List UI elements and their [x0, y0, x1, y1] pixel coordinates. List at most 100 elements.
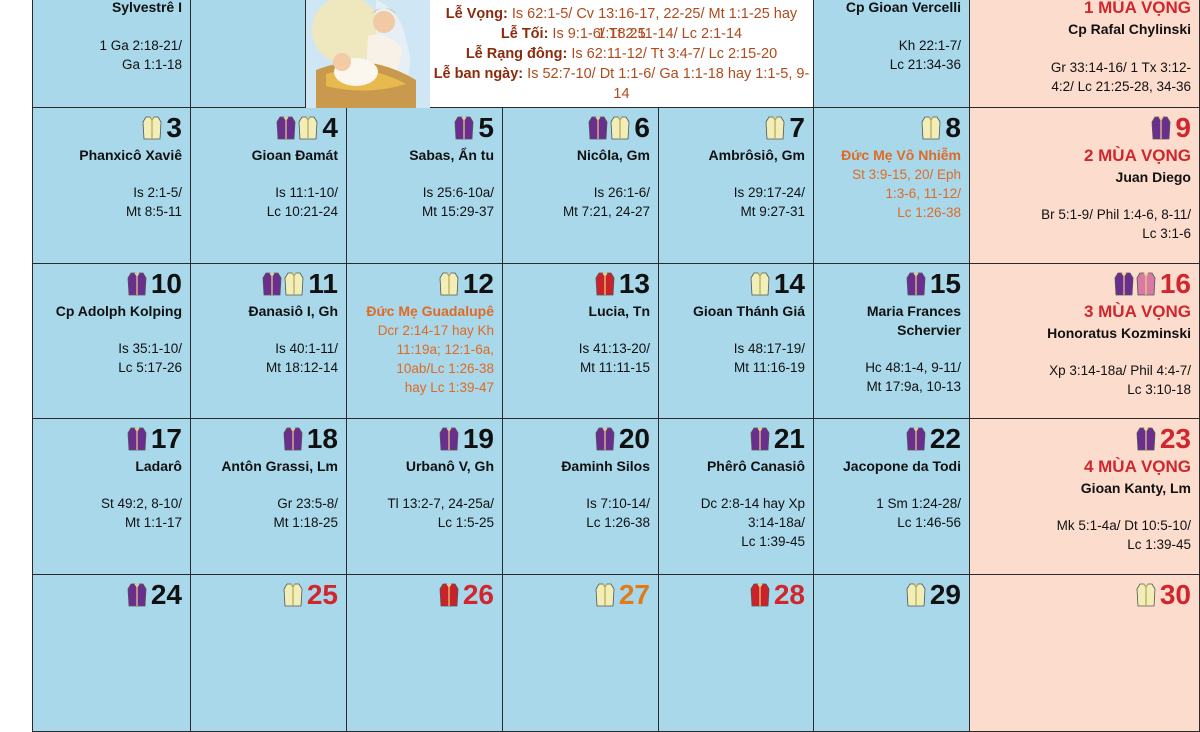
day-cell-30[interactable]: 30: [970, 575, 1200, 732]
saint-title: Cp Rafal Chylinski: [1068, 21, 1191, 37]
white-vestment-icon: [750, 272, 770, 296]
day-cell-12[interactable]: 12 Đức Mẹ Guadalupê Dcr 2:14-17 hay Kh 11:1…: [347, 264, 503, 419]
day-cell-14[interactable]: 14 Gioan Thánh Giá Is 48:17-19/Mt 11:16-19: [659, 264, 814, 419]
reading-line: St 49:2, 8-10/: [100, 496, 182, 511]
saint-title: Đanasiô I, Gh: [248, 303, 338, 319]
day-cell-27[interactable]: 27: [503, 575, 659, 732]
day-cell-17[interactable]: 17 Ladarô St 49:2, 8-10/Mt 1:1-17: [32, 419, 191, 575]
saint-title: Gioan Kanty, Lm: [1080, 480, 1191, 496]
day-cell-3[interactable]: 3 Phanxicô Xaviê Is 2:1-5/Mt 8:5-11: [32, 108, 191, 264]
reading-line: Mk 5:1-4a/ Dt 10:5-10/: [1056, 518, 1191, 533]
day-header: 19: [439, 423, 494, 455]
sunday-title: 1 MÙA VỌNG: [1083, 0, 1191, 17]
day-header: 25: [283, 579, 338, 611]
day-cell-22[interactable]: 22 Jacopone da Todi 1 Sm 1:24-28/Lc 1:46-5…: [814, 419, 970, 575]
day-cell-23[interactable]: 23 4 MÙA VỌNG Gioan Kanty, Lm Mk 5:1-4a/ Dt…: [970, 419, 1200, 575]
reading-line: Mt 17:9a, 10-13: [866, 379, 961, 394]
reading-line: Lc 3:10-18: [1127, 382, 1191, 397]
reading-line: Gr 23:5-8/: [277, 496, 338, 511]
day-cell-prev-1[interactable]: Sylvestrê I 1 Ga 2:18-21/ Ga 1:1-18: [32, 0, 191, 108]
reading-line: Is 26:1-6/: [593, 185, 650, 200]
saint-title: Jacopone da Todi: [843, 458, 961, 474]
day-cell-20[interactable]: 20 Đaminh Silos Is 7:10-14/Lc 1:26-38: [503, 419, 659, 575]
day-cell-prev-2[interactable]: [191, 0, 306, 108]
day-header: 22: [906, 423, 961, 455]
day-cell-29[interactable]: 29: [814, 575, 970, 732]
sunday-title: 4 MÙA VỌNG: [1083, 457, 1191, 476]
day-cell-4[interactable]: 4 Gioan Đamát Is 11:1-10/Lc 10:21-24: [191, 108, 347, 264]
purple-vestment-icon: [1136, 427, 1156, 451]
purple-vestment-icon: [1114, 272, 1134, 296]
saint-title: Antôn Grassi, Lm: [221, 458, 338, 474]
day-cell-9[interactable]: 9 2 MÙA VỌNG Juan Diego Br 5:1-9/ Phil 1:4-…: [970, 108, 1200, 264]
day-cell-10[interactable]: 10 Cp Adolph Kolping Is 35:1-10/Lc 5:17-26: [32, 264, 191, 419]
white-vestment-icon: [1136, 583, 1156, 607]
purple-vestment-icon: [455, 116, 474, 140]
day-cell-19[interactable]: 19 Urbanô V, Gh Tl 13:2-7, 24-25a/Lc 1:5-2…: [347, 419, 503, 575]
day-number: 20: [618, 423, 650, 454]
white-vestment-icon: [143, 116, 162, 140]
day-cell-16[interactable]: 16 3 MÙA VỌNG Honoratus Kozminski Xp 3:14-1…: [970, 264, 1200, 419]
day-cell-15[interactable]: 15 Maria Frances Schervier Hc 48:1-4, 9-11/…: [814, 264, 970, 419]
reading-line: Lc 10:21-24: [266, 204, 338, 219]
sunday-title: 3 MÙA VỌNG: [1083, 302, 1191, 321]
day-number: 14: [773, 268, 805, 299]
day-cell-28[interactable]: 28: [659, 575, 814, 732]
white-vestment-icon: [283, 583, 303, 607]
reading-line: Gr 33:14-16/ 1 Tx 3:12-: [1050, 60, 1191, 75]
day-header: 12: [439, 268, 494, 300]
day-cell-6[interactable]: 6 Nicôla, Gm Is 26:1-6/Mt 7:21, 24-27: [503, 108, 659, 264]
reading-line: Mt 8:5-11: [125, 204, 182, 219]
purple-vestment-icon: [127, 272, 147, 296]
day-cell-25[interactable]: 25: [191, 575, 347, 732]
day-cell-26[interactable]: 26: [347, 575, 503, 732]
day-cell-prev-sunday[interactable]: 1 MÙA VỌNG Cp Rafal Chylinski Gr 33:14-1…: [970, 0, 1200, 108]
christmas-readings-box: Lễ Vọng: Is 62:1-5/ Cv 13:16-17, 22-25/ …: [306, 0, 814, 108]
day-cell-24[interactable]: 24: [32, 575, 191, 732]
day-header: 10: [127, 268, 182, 300]
day-header: 11: [262, 268, 338, 300]
reading-line: Dc 2:8-14 hay Xp: [700, 496, 805, 511]
day-header: 20: [595, 423, 650, 455]
reading-line: hay Lc 1:39-47: [404, 380, 494, 395]
day-cell-21[interactable]: 21 Phêrô Canasiô Dc 2:8-14 hay Xp 3:14-18a/…: [659, 419, 814, 575]
saint-title-continued: Schervier: [897, 322, 961, 338]
day-number: 16: [1159, 268, 1191, 299]
reading-line: Is 11:1-10/: [275, 185, 338, 200]
day-cell-prev-6[interactable]: Cp Gioan Vercelli Kh 22:1-7/ Lc 21:34-36: [814, 0, 970, 108]
saint-title: Sabas, Ẩn tu: [409, 147, 494, 163]
day-cell-8[interactable]: 8 Đức Mẹ Vô Nhiễm St 3:9-15, 20/ Eph 1:3-6,…: [814, 108, 970, 264]
reading-line: Is 48:17-19/: [733, 341, 805, 356]
purple-vestment-icon: [127, 583, 147, 607]
day-number: 26: [462, 579, 494, 610]
reading-line: Mt 9:27-31: [740, 204, 805, 219]
red-vestment-icon: [750, 583, 770, 607]
reading-line: 4:2/ Lc 21:25-28, 34-36: [1051, 79, 1191, 94]
sunday-title: 2 MÙA VỌNG: [1083, 146, 1191, 165]
white-vestment-icon: [595, 583, 615, 607]
day-cell-18[interactable]: 18 Antôn Grassi, Lm Gr 23:5-8/Mt 1:18-25: [191, 419, 347, 575]
day-header: 8: [921, 112, 961, 144]
purple-vestment-icon: [439, 427, 459, 451]
saint-title: Ladarô: [135, 458, 182, 474]
white-vestment-icon: [439, 272, 459, 296]
day-header: 7: [765, 112, 805, 144]
saint-title: Juan Diego: [1115, 169, 1191, 185]
reading-line: Lc 1:39-45: [1127, 537, 1191, 552]
white-vestment-icon: [299, 116, 318, 140]
reading-line: Is 2:1-5/: [133, 185, 182, 200]
day-header: 5: [454, 112, 494, 144]
pink-vestment-icon: [1136, 272, 1156, 296]
reading-line: Is 29:17-24/: [733, 185, 805, 200]
reading-line: Is 25:6-10a/: [422, 185, 494, 200]
reading-line: 1 Sm 1:24-28/: [876, 496, 961, 511]
day-number: 15: [929, 268, 961, 299]
day-number: 29: [929, 579, 961, 610]
day-cell-11[interactable]: 11 Đanasiô I, Gh Is 40:1-11/Mt 18:12-14: [191, 264, 347, 419]
red-vestment-icon: [595, 272, 615, 296]
day-cell-7[interactable]: 7 Ambrôsiô, Gm Is 29:17-24/Mt 9:27-31: [659, 108, 814, 264]
calendar-grid: Sylvestrê I 1 Ga 2:18-21/ Ga 1:1-18 Lễ V…: [32, 0, 1200, 732]
reading-line: 11:19a; 12:1-6a,: [396, 342, 494, 357]
day-cell-13[interactable]: 13 Lucia, Tn Is 41:13-20/Mt 11:11-15: [503, 264, 659, 419]
day-cell-5[interactable]: 5 Sabas, Ẩn tu Is 25:6-10a/Mt 15:29-37: [347, 108, 503, 264]
